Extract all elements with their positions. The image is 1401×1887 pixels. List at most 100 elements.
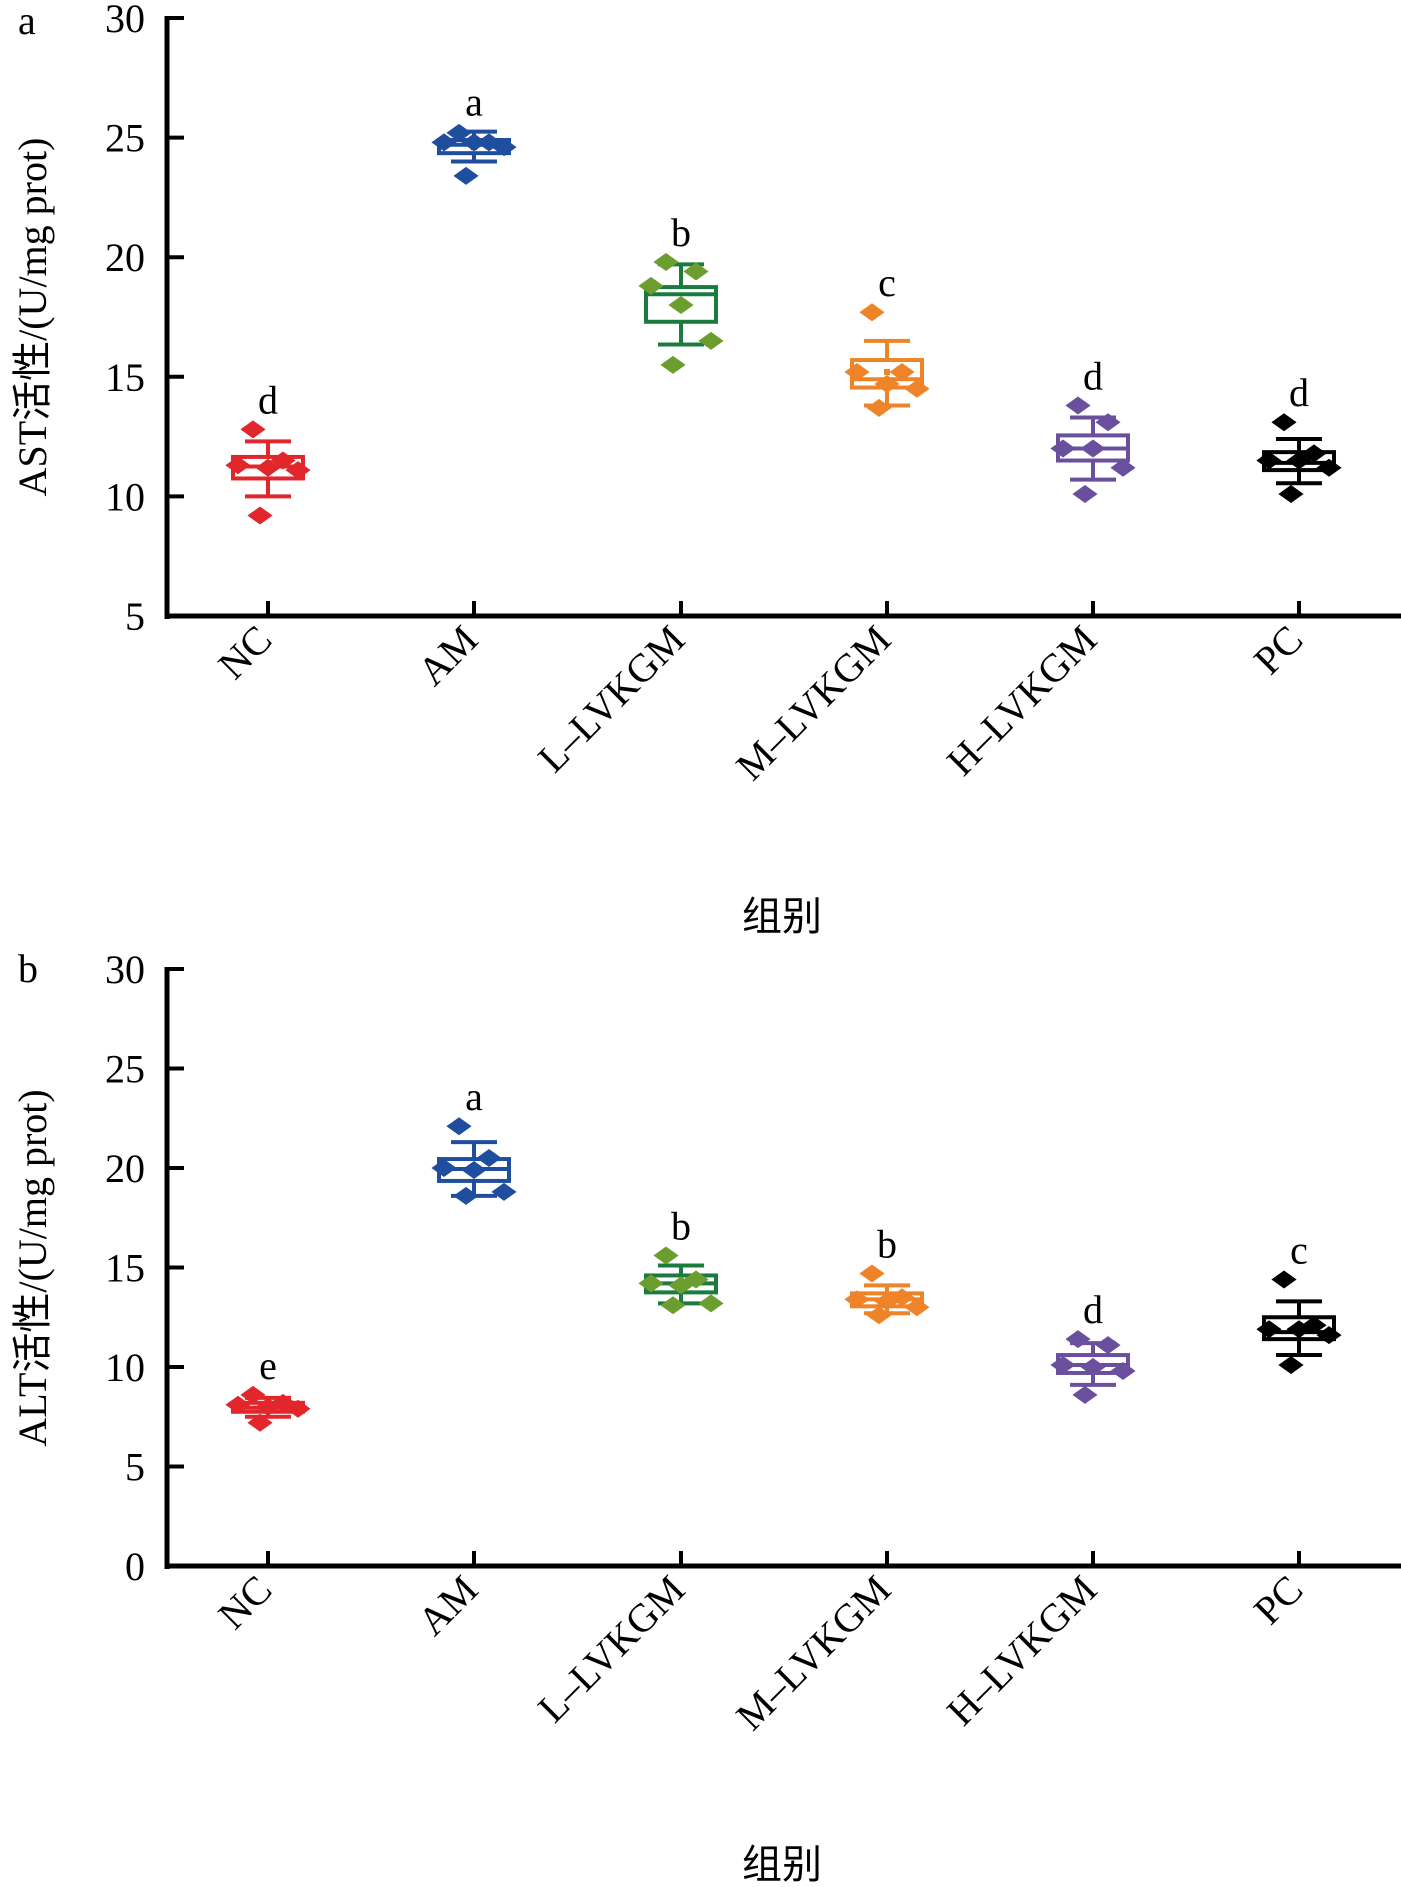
- x-axis-title: 组别: [742, 1842, 822, 1887]
- x-ticks: NC AM L–LVKGM M–LVKGM H–LVKGM PC: [209, 1551, 1311, 1739]
- significance-letter: b: [877, 1221, 897, 1266]
- data-point: [1286, 451, 1312, 470]
- data-point: [1080, 1358, 1106, 1376]
- data-point: [285, 1399, 311, 1418]
- data-point: [247, 506, 273, 525]
- axes: [164, 967, 1401, 1569]
- panel-label: a: [18, 0, 36, 43]
- data-point: [1301, 444, 1327, 463]
- data-point: [225, 456, 251, 475]
- data-point: [1080, 439, 1106, 458]
- x-tick-label: AM: [409, 617, 486, 694]
- data-point: [653, 252, 679, 271]
- significance-letter: a: [465, 1074, 483, 1119]
- box-group-h-lvkgm: d: [1050, 354, 1136, 504]
- data-point: [446, 123, 472, 142]
- data-point: [1278, 1356, 1304, 1375]
- y-tick-label: 5: [125, 1445, 145, 1490]
- box-group-h-lvkgm: d: [1050, 1287, 1136, 1404]
- data-point: [660, 1296, 686, 1315]
- significance-letter: b: [671, 1204, 691, 1249]
- box-group-l-lvkgm: b: [638, 210, 724, 374]
- box-group-m-lvkgm: c: [844, 260, 930, 417]
- significance-letter: d: [1083, 354, 1103, 399]
- x-axis-title: 组别: [742, 894, 822, 939]
- x-tick-label: PC: [1245, 617, 1311, 683]
- data-point: [1050, 439, 1076, 458]
- data-point: [1065, 396, 1091, 415]
- data-point: [491, 1182, 517, 1201]
- y-tick-label: 0: [125, 1544, 145, 1589]
- data-point: [668, 296, 694, 315]
- data-point: [889, 363, 915, 382]
- y-tick-label: 25: [105, 116, 145, 161]
- x-tick-label: M–LVKGM: [727, 617, 899, 789]
- data-point: [1072, 485, 1098, 504]
- box-group-m-lvkgm: b: [844, 1221, 930, 1325]
- y-tick-label: 30: [105, 0, 145, 41]
- data-point: [1271, 413, 1297, 432]
- data-point: [453, 166, 479, 185]
- boxes: e a b b d c: [225, 1074, 1342, 1432]
- y-tick-label: 15: [105, 355, 145, 400]
- data-point: [431, 1159, 457, 1177]
- y-axis-title: ALT活性/(U/mg prot): [10, 1089, 55, 1446]
- data-point: [638, 1274, 664, 1293]
- data-point: [1095, 413, 1121, 432]
- data-point: [683, 262, 709, 281]
- data-point: [255, 1397, 281, 1416]
- x-tick-label: AM: [409, 1567, 486, 1644]
- data-point: [904, 379, 930, 398]
- data-point: [240, 1385, 266, 1404]
- significance-letter: d: [1083, 1287, 1103, 1332]
- data-point: [653, 1246, 679, 1265]
- box-group-pc: d: [1256, 370, 1342, 504]
- data-point: [1110, 1361, 1136, 1380]
- data-point: [1278, 485, 1304, 504]
- mean-marker: [884, 369, 890, 376]
- data-point: [660, 355, 686, 374]
- box-group-am: a: [431, 1074, 517, 1205]
- data-point: [866, 398, 892, 417]
- data-point: [1256, 1320, 1282, 1339]
- box-group-nc: e: [225, 1343, 311, 1432]
- data-point: [698, 1294, 724, 1313]
- x-tick-label: PC: [1245, 1567, 1311, 1633]
- data-point: [874, 374, 900, 393]
- data-point: [698, 331, 724, 350]
- y-tick-label: 20: [105, 1146, 145, 1191]
- data-point: [446, 1117, 472, 1136]
- chart-panel-b: b ALT活性/(U/mg prot) 组别 0 5 10 15 20 25 30 NC AM…: [10, 946, 1401, 1887]
- box-group-pc: c: [1256, 1227, 1342, 1375]
- box-group-l-lvkgm: b: [638, 1204, 724, 1315]
- significance-letter: e: [259, 1343, 277, 1388]
- significance-letter: d: [258, 377, 278, 422]
- y-tick-label: 15: [105, 1246, 145, 1291]
- data-point: [668, 1276, 694, 1295]
- data-point: [1110, 458, 1136, 477]
- data-point: [1271, 1270, 1297, 1289]
- data-point: [1316, 458, 1342, 477]
- data-point: [1301, 1316, 1327, 1335]
- y-ticks: 0 5 10 15 20 25 30: [105, 947, 184, 1589]
- data-point: [461, 1160, 487, 1179]
- x-tick-label: H–LVKGM: [938, 1567, 1105, 1734]
- y-axis-title: AST活性/(U/mg prot): [10, 138, 55, 497]
- data-point: [461, 133, 487, 152]
- data-point: [240, 420, 266, 439]
- data-point: [859, 1264, 885, 1283]
- data-point: [859, 303, 885, 322]
- boxes: d a b c d d: [225, 80, 1342, 525]
- y-tick-label: 25: [105, 1047, 145, 1092]
- x-tick-label: H–LVKGM: [938, 617, 1105, 784]
- x-tick-label: L–LVKGM: [529, 617, 693, 781]
- y-tick-label: 10: [105, 474, 145, 519]
- x-tick-label: NC: [209, 1567, 280, 1638]
- significance-letter: c: [878, 260, 896, 305]
- axes: [164, 16, 1401, 619]
- data-point: [247, 1413, 273, 1432]
- data-point: [453, 1186, 479, 1205]
- significance-letter: a: [465, 80, 483, 125]
- data-point: [491, 138, 517, 157]
